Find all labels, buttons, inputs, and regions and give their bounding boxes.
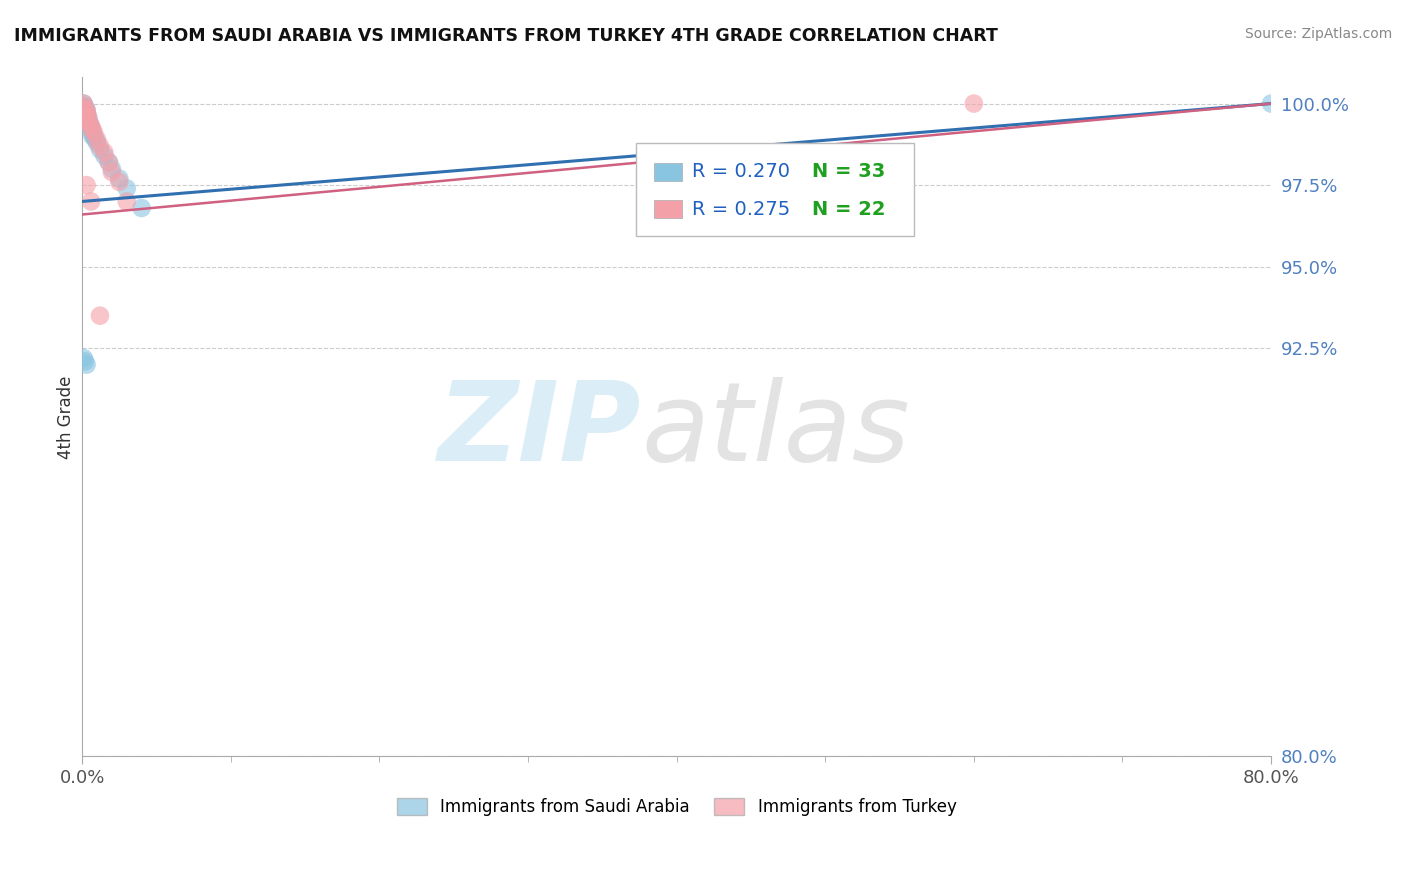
Point	[77, 110, 100, 124]
Point	[86, 132, 108, 146]
Point	[77, 116, 100, 130]
Point	[108, 171, 131, 186]
Point	[84, 132, 107, 146]
Point	[93, 145, 115, 160]
Point	[72, 100, 94, 114]
Point	[72, 100, 94, 114]
Point	[77, 112, 100, 127]
Point	[75, 100, 97, 114]
Point	[72, 96, 94, 111]
Point	[80, 194, 103, 209]
Point	[82, 129, 104, 144]
Point	[963, 96, 986, 111]
Point	[115, 181, 138, 195]
Point	[77, 110, 100, 124]
Point	[82, 126, 104, 140]
Point	[83, 126, 105, 140]
Point	[72, 351, 94, 365]
Point	[80, 120, 103, 134]
Text: R = 0.270: R = 0.270	[692, 162, 790, 181]
Text: atlas: atlas	[641, 377, 910, 484]
Point	[75, 354, 97, 368]
Y-axis label: 4th Grade: 4th Grade	[58, 376, 75, 458]
Text: N = 33: N = 33	[811, 162, 884, 181]
Point	[75, 103, 97, 117]
Point	[97, 155, 120, 169]
Point	[101, 165, 124, 179]
Text: R = 0.275: R = 0.275	[692, 200, 790, 219]
Point	[83, 129, 105, 144]
Point	[79, 120, 101, 134]
Point	[108, 175, 131, 189]
Legend: Immigrants from Saudi Arabia, Immigrants from Turkey: Immigrants from Saudi Arabia, Immigrants…	[389, 791, 963, 822]
Point	[80, 122, 103, 136]
Point	[93, 149, 115, 163]
Point	[101, 161, 124, 176]
Point	[89, 139, 111, 153]
Point	[76, 358, 98, 372]
Point	[86, 136, 108, 150]
Point	[72, 100, 94, 114]
Text: N = 22: N = 22	[811, 200, 886, 219]
Point	[76, 178, 98, 193]
Point	[76, 106, 98, 120]
Point	[115, 194, 138, 209]
Text: IMMIGRANTS FROM SAUDI ARABIA VS IMMIGRANTS FROM TURKEY 4TH GRADE CORRELATION CHA: IMMIGRANTS FROM SAUDI ARABIA VS IMMIGRAN…	[14, 27, 998, 45]
Point	[76, 110, 98, 124]
Point	[76, 103, 98, 117]
Point	[76, 106, 98, 120]
Point	[75, 103, 97, 117]
Point	[97, 155, 120, 169]
Point	[76, 106, 98, 120]
Point	[131, 201, 153, 215]
Point	[77, 112, 100, 127]
Point	[89, 142, 111, 156]
Point	[75, 103, 97, 117]
Point	[82, 122, 104, 136]
Text: Source: ZipAtlas.com: Source: ZipAtlas.com	[1244, 27, 1392, 41]
Point	[72, 96, 94, 111]
Point	[79, 116, 101, 130]
Point	[76, 103, 98, 117]
Text: ZIP: ZIP	[437, 377, 641, 484]
Point	[1260, 96, 1282, 111]
Point	[80, 120, 103, 134]
Point	[79, 116, 101, 130]
Point	[89, 309, 111, 323]
